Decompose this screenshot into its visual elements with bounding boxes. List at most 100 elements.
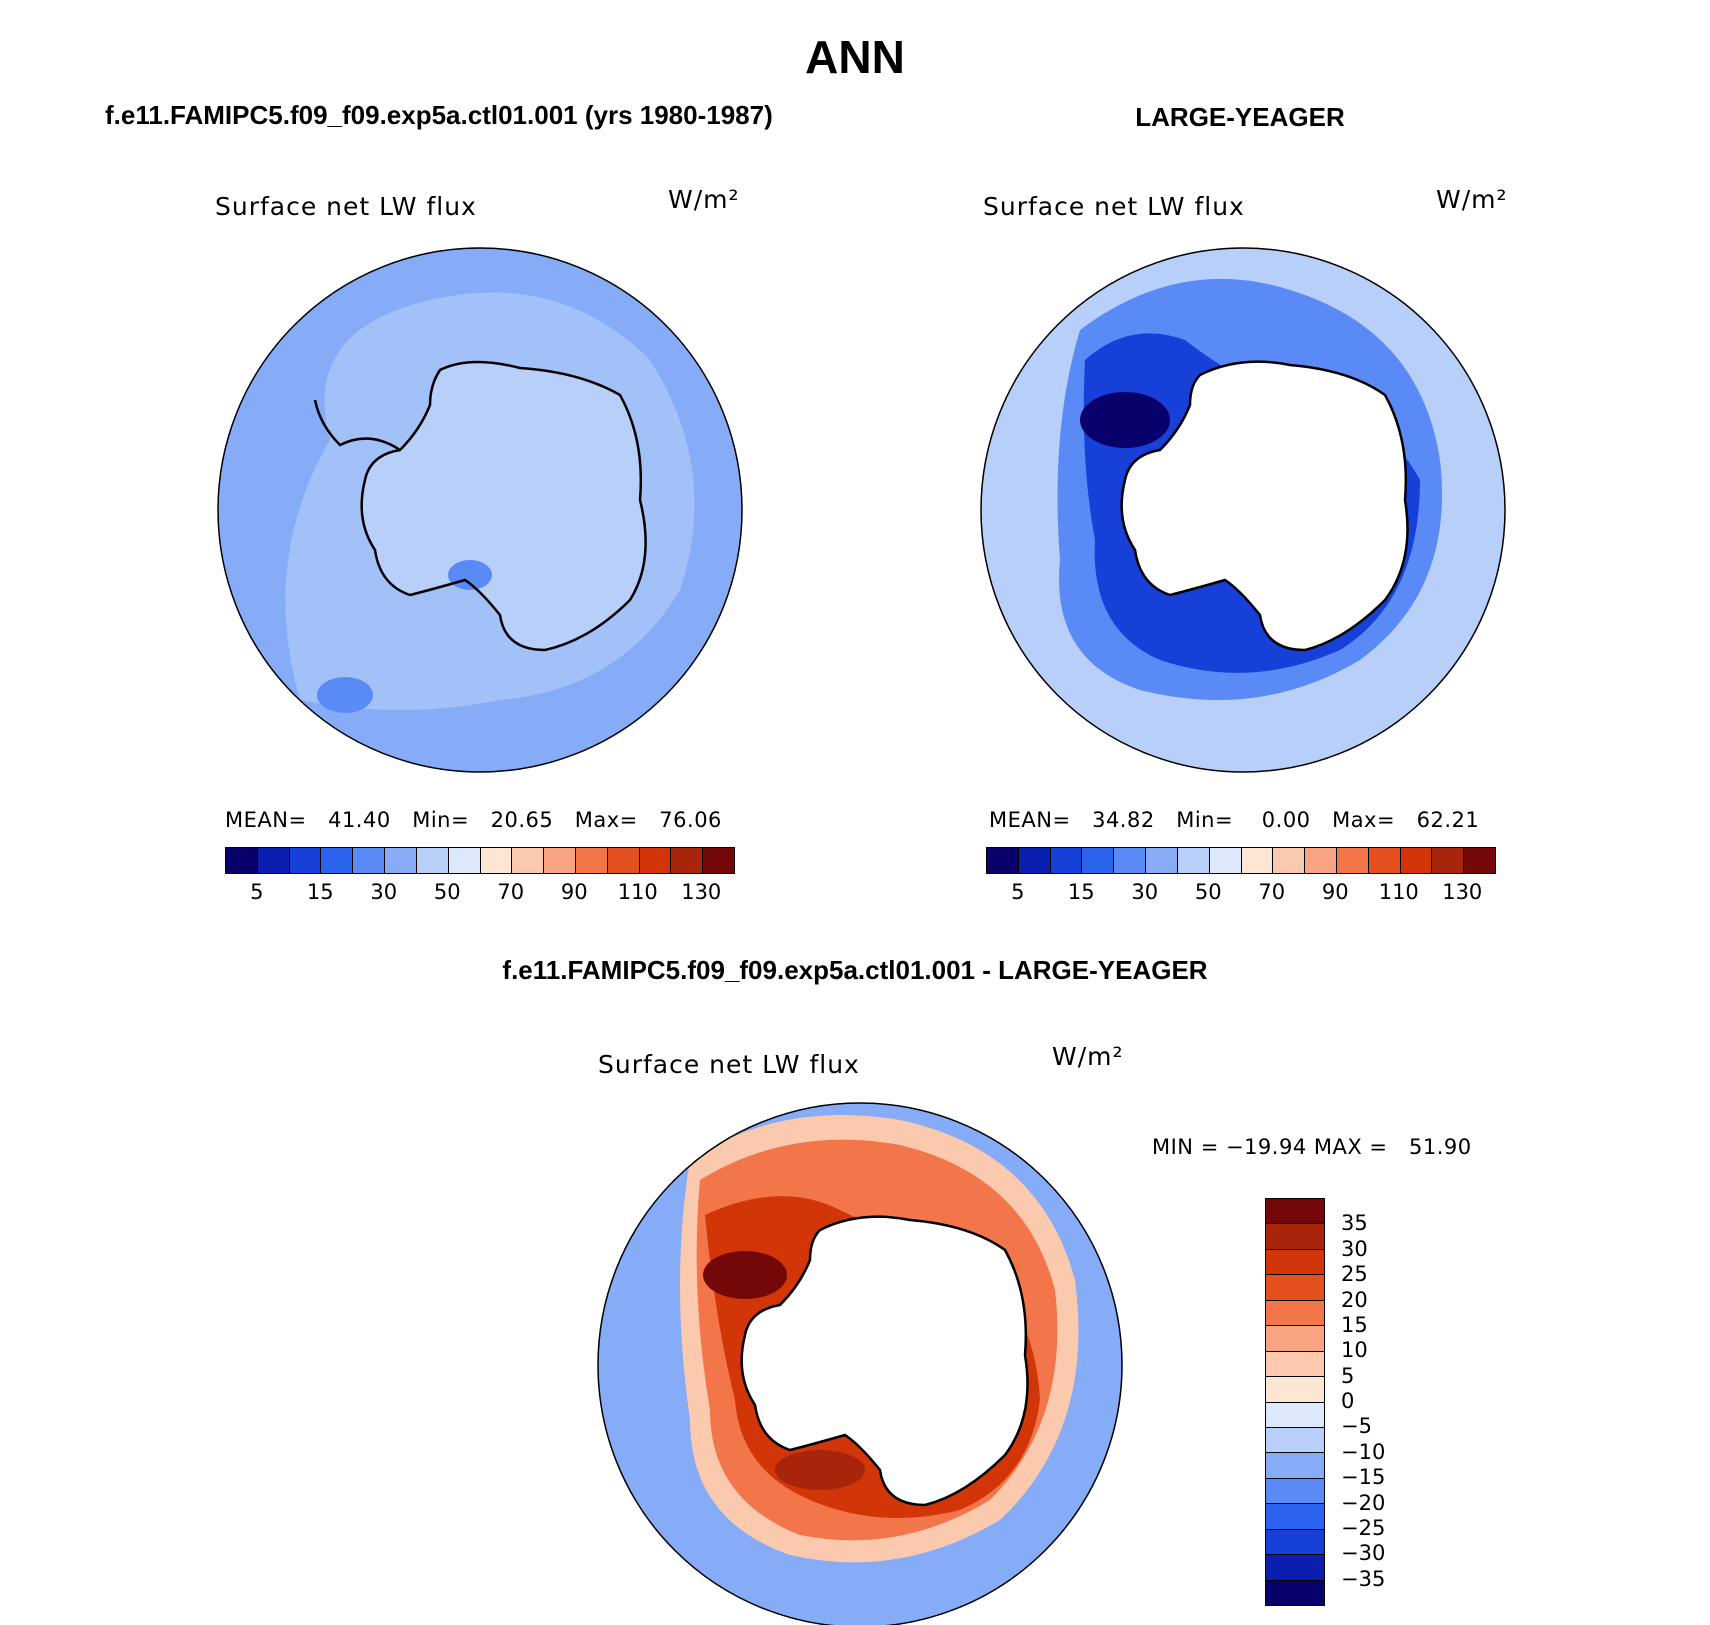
diff-variable-title: Surface net LW flux — [598, 1050, 860, 1079]
right-min-patch — [1080, 392, 1170, 448]
colorbar-tick-label: 130 — [1442, 880, 1483, 904]
colorbar-tick-label: 0 — [1341, 1389, 1355, 1413]
colorbar-tick-label: 20 — [1341, 1287, 1368, 1312]
left-low-patch-2 — [448, 560, 492, 590]
colorbar-cell — [1266, 1504, 1324, 1530]
colorbar-tick-label: 70 — [1258, 880, 1286, 904]
right-panel-case-title: LARGE-YEAGER — [1135, 102, 1345, 132]
colorbar-tick-label: 110 — [617, 880, 658, 904]
left-low-patch — [317, 677, 373, 713]
colorbar-cell — [671, 848, 704, 873]
colorbar-cell — [1266, 1377, 1324, 1403]
colorbar-cell — [289, 848, 322, 873]
colorbar-tick-label: 90 — [560, 880, 588, 904]
left-colorbar-labels: 5 15 30 50 70 90 110 130 — [0, 880, 1710, 910]
colorbar-cell — [639, 848, 672, 873]
diff-max-patch — [703, 1251, 787, 1299]
colorbar-cell — [1305, 848, 1337, 873]
colorbar-cell — [226, 848, 258, 873]
diff-stats-line: MIN = −19.94 MAX = 51.90 — [1152, 1135, 1472, 1159]
colorbar-cell — [1464, 848, 1495, 873]
colorbar-cell — [1177, 848, 1210, 873]
colorbar-cell — [480, 848, 513, 873]
figure-title: ANN — [805, 31, 905, 83]
colorbar-cell — [1266, 1326, 1324, 1352]
colorbar-cell — [607, 848, 640, 873]
left-colorbar — [225, 847, 735, 874]
diff-high-patch — [775, 1450, 865, 1490]
colorbar-cell — [257, 848, 290, 873]
colorbar-tick-label: −10 — [1341, 1439, 1386, 1464]
colorbar-tick-label: 30 — [1131, 880, 1159, 904]
colorbar-tick-label: 15 — [1341, 1312, 1368, 1337]
colorbar-tick-label: 5 — [1011, 880, 1025, 904]
left-variable-title: Surface net LW flux — [215, 192, 477, 221]
colorbar-tick-label: −35 — [1341, 1566, 1386, 1591]
colorbar-cell — [1266, 1351, 1324, 1378]
colorbar-cell — [1266, 1478, 1324, 1505]
colorbar-tick-label: 70 — [497, 880, 525, 904]
colorbar-cell — [1273, 848, 1306, 873]
colorbar-cell — [1266, 1249, 1324, 1276]
colorbar-cell — [1209, 848, 1242, 873]
colorbar-tick-label: 5 — [250, 880, 264, 904]
colorbar-cell — [1266, 1300, 1324, 1327]
colorbar-cell — [1266, 1427, 1324, 1454]
right-coastline — [1120, 360, 1409, 652]
colorbar-cell — [544, 848, 576, 873]
colorbar-cell — [703, 848, 734, 873]
colorbar-cell — [1400, 848, 1433, 873]
colorbar-cell — [1266, 1224, 1324, 1250]
colorbar-tick-label: 110 — [1378, 880, 1419, 904]
right-variable-title: Surface net LW flux — [983, 192, 1245, 221]
colorbar-tick-label: 30 — [1341, 1236, 1368, 1261]
colorbar-cell — [1266, 1402, 1324, 1428]
right-colorbar — [986, 847, 1496, 874]
colorbar-cell — [1241, 848, 1274, 873]
colorbar-cell — [575, 848, 608, 873]
colorbar-tick-label: 5 — [1341, 1363, 1355, 1388]
colorbar-cell — [353, 848, 386, 873]
colorbar-cell — [1266, 1275, 1324, 1301]
left-polar-map — [217, 247, 743, 773]
diff-colorbar — [1265, 1198, 1325, 1606]
colorbar-cell — [1266, 1555, 1324, 1581]
colorbar-cell — [1114, 848, 1147, 873]
colorbar-cell — [1266, 1453, 1324, 1479]
colorbar-tick-label: −20 — [1341, 1490, 1386, 1515]
colorbar-cell — [1432, 848, 1465, 873]
colorbar-tick-label: 50 — [433, 880, 461, 904]
colorbar-cell — [448, 848, 481, 873]
colorbar-tick-label: −15 — [1341, 1465, 1386, 1490]
colorbar-tick-label: 10 — [1341, 1338, 1368, 1363]
right-colorbar-labels: 5 15 30 50 70 90 110 130 — [0, 880, 1710, 910]
colorbar-cell — [321, 848, 354, 873]
right-unit-label: W/m² — [1436, 185, 1508, 214]
colorbar-cell — [512, 848, 545, 873]
right-polar-map — [980, 247, 1506, 773]
left-panel-case-title: f.e11.FAMIPC5.f09_f09.exp5a.ctl01.001 (y… — [105, 100, 773, 130]
colorbar-tick-label: 130 — [681, 880, 722, 904]
colorbar-cell — [1266, 1199, 1324, 1225]
colorbar-tick-label: 30 — [370, 880, 398, 904]
colorbar-tick-label: 35 — [1341, 1211, 1368, 1236]
diff-polar-map — [597, 1102, 1123, 1625]
diff-colorbar-labels: 35 30 25 20 15 10 5 0 −5 −10 −15 −20 −25 −30 −35 — [1333, 1198, 1413, 1604]
colorbar-tick-label: 15 — [1067, 880, 1095, 904]
colorbar-cell — [1336, 848, 1369, 873]
colorbar-cell — [1266, 1580, 1324, 1605]
left-unit-label: W/m² — [668, 185, 740, 214]
colorbar-cell — [1266, 1529, 1324, 1556]
diff-panel-case-title: f.e11.FAMIPC5.f09_f09.exp5a.ctl01.001 - … — [502, 955, 1208, 985]
colorbar-cell — [1082, 848, 1115, 873]
colorbar-cell — [416, 848, 449, 873]
left-stats-line: MEAN= 41.40 Min= 20.65 Max= 76.06 — [225, 808, 722, 832]
colorbar-tick-label: 90 — [1321, 880, 1349, 904]
colorbar-cell — [987, 848, 1019, 873]
diff-coastline — [740, 1215, 1029, 1507]
left-coastline — [360, 360, 647, 652]
colorbar-tick-label: −30 — [1341, 1541, 1386, 1566]
diff-unit-label: W/m² — [1052, 1042, 1124, 1071]
colorbar-cell — [1050, 848, 1083, 873]
colorbar-cell — [385, 848, 417, 873]
